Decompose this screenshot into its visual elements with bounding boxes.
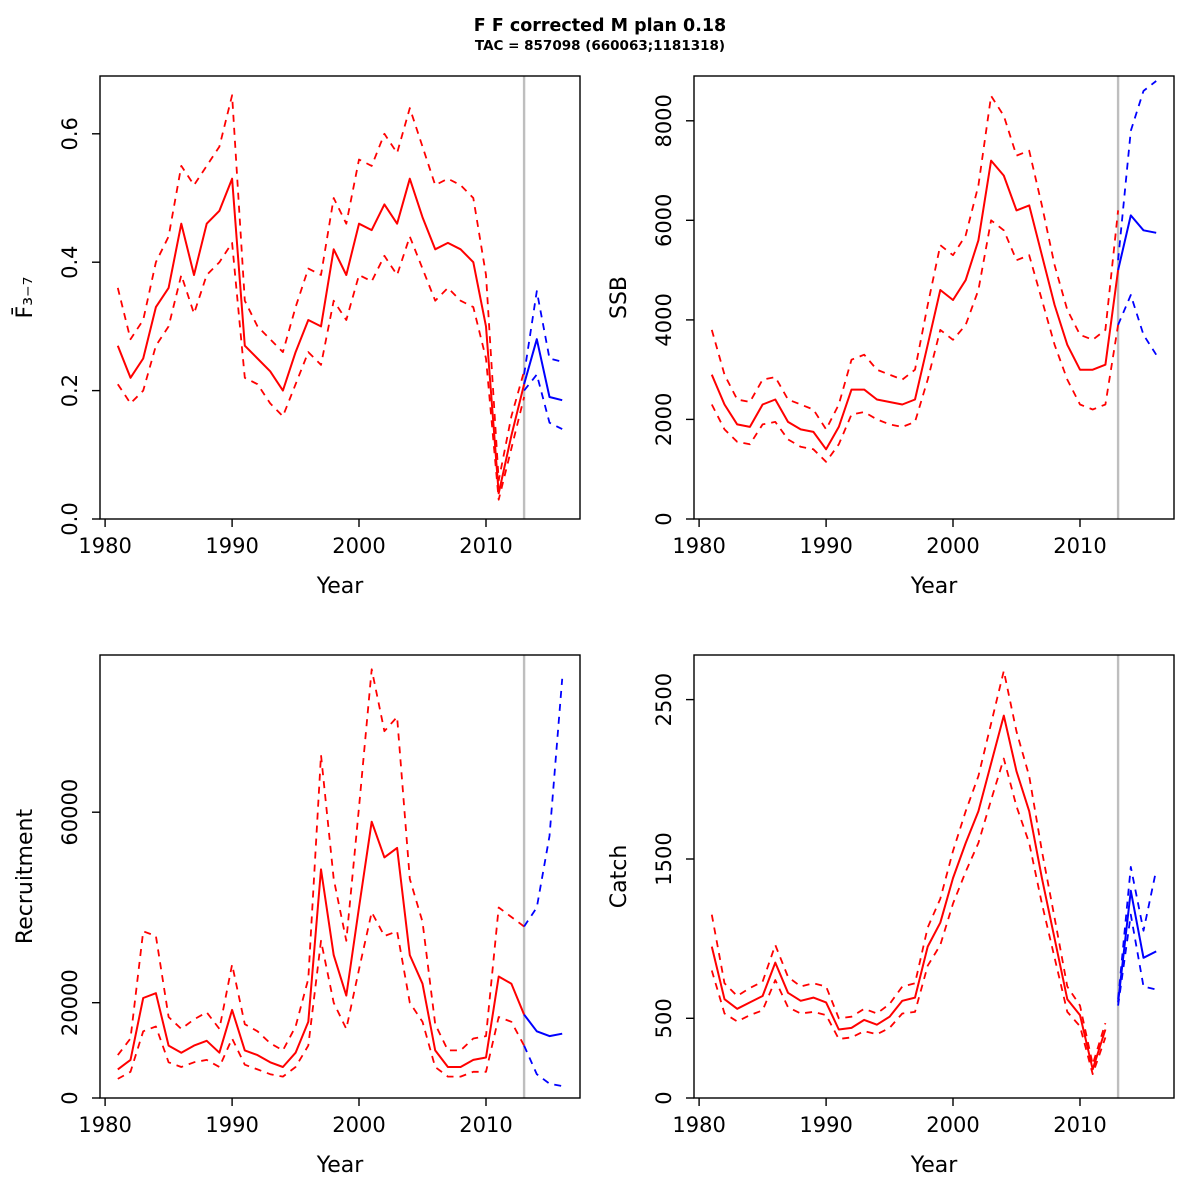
series-ssb-lower-forecast xyxy=(1117,294,1157,356)
charts-grid: 1980 1990 2000 2010 0.0 0.2 0.4 0.6 Year F̄₃₋₇ 19… xyxy=(0,62,1200,1186)
series-fbar-upper-history xyxy=(116,94,525,482)
x-axis-label: Year xyxy=(316,1153,365,1178)
series-recruitment-lower-history xyxy=(117,911,525,1080)
y-axis-label: SSB xyxy=(607,276,632,319)
plot-box xyxy=(693,654,1175,1099)
y-tick-label: 60000 xyxy=(58,779,82,846)
x-tick-label: 1990 xyxy=(205,1113,258,1137)
series-recruitment-median-forecast xyxy=(523,1013,563,1038)
plot-header: F F corrected M plan 0.18 TAC = 857098 (… xyxy=(0,0,1200,62)
x-tick-label: 1990 xyxy=(205,534,258,558)
x-tick-label: 1980 xyxy=(78,1113,131,1137)
plot-box xyxy=(99,654,581,1099)
chart-panel-ssb: 1980 1990 2000 2010 0 2000 4000 6000 8000 Year SSB xyxy=(602,62,1192,607)
y-tick-label: 0.0 xyxy=(58,502,82,535)
y-tick-label: 2500 xyxy=(652,673,676,726)
y-tick-label: 4000 xyxy=(652,293,676,346)
chart-panel-catch: 1980 1990 2000 2010 0 500 1500 2500 Year Catch xyxy=(602,641,1192,1186)
y-tick-label: 20000 xyxy=(58,969,82,1036)
chart-panel-fbar: 1980 1990 2000 2010 0.0 0.2 0.4 0.6 Year F̄₃₋₇ xyxy=(8,62,598,607)
series-recruitment-median-history xyxy=(117,820,526,1071)
x-tick-label: 2000 xyxy=(332,534,385,558)
y-tick-label: 8000 xyxy=(652,94,676,147)
series-fbar-median-history xyxy=(116,177,526,495)
y-tick-label: 0 xyxy=(58,1091,82,1104)
plot-box xyxy=(693,75,1175,520)
x-tick-label: 2000 xyxy=(332,1113,385,1137)
x-tick-label: 2000 xyxy=(926,1113,979,1137)
series-catch-median-forecast xyxy=(1117,889,1157,1003)
x-tick-label: 1980 xyxy=(672,534,725,558)
x-tick-label: 1980 xyxy=(672,1113,725,1137)
plot-box xyxy=(99,75,581,520)
series-ssb-upper-history xyxy=(710,95,1119,431)
y-axis-label: F̄₃₋₇ xyxy=(12,277,38,319)
x-tick-label: 2000 xyxy=(926,534,979,558)
series-fbar-median-forecast xyxy=(523,338,563,402)
series-fbar-upper-forecast xyxy=(523,290,563,375)
chart-panel-recruitment: 1980 1990 2000 2010 0 20000 60000 Year Recruitme… xyxy=(8,641,598,1186)
plot-title: F F corrected M plan 0.18 xyxy=(473,16,727,36)
series-catch-lower-history xyxy=(710,757,1107,1076)
series-recruitment-upper-history xyxy=(117,668,525,1056)
y-tick-label: 500 xyxy=(652,998,676,1038)
series-catch-median-history xyxy=(710,714,1107,1071)
x-tick-label: 2010 xyxy=(459,1113,512,1137)
series-ssb-median-history xyxy=(710,159,1120,451)
y-axis-label: Recruitment xyxy=(13,809,38,945)
series-catch-lower-forecast xyxy=(1117,913,1157,1006)
series-catch-upper-forecast xyxy=(1117,865,1158,1000)
x-axis-label: Year xyxy=(910,574,959,599)
x-tick-label: 2010 xyxy=(1053,1113,1106,1137)
y-tick-label: 1500 xyxy=(652,832,676,885)
fbar-chart: 1980 1990 2000 2010 0.0 0.2 0.4 0.6 Year F̄₃₋₇ xyxy=(12,75,581,599)
series-ssb-lower-history xyxy=(710,219,1119,463)
series-ssb-upper-forecast xyxy=(1117,80,1157,261)
y-tick-label: 2000 xyxy=(652,393,676,446)
recruitment-chart: 1980 1990 2000 2010 0 20000 60000 Year Recruitme… xyxy=(13,654,581,1178)
x-axis-label: Year xyxy=(910,1153,959,1178)
x-tick-label: 1980 xyxy=(78,534,131,558)
series-fbar-lower-history xyxy=(117,235,525,501)
x-axis-label: Year xyxy=(316,574,365,599)
y-tick-label: 6000 xyxy=(652,194,676,247)
x-tick-label: 2010 xyxy=(1053,534,1106,558)
series-recruitment-lower-forecast xyxy=(523,1045,563,1087)
series-catch-upper-history xyxy=(710,669,1107,1066)
x-tick-label: 2010 xyxy=(459,534,512,558)
series-ssb-median-forecast xyxy=(1117,214,1157,271)
x-tick-label: 1990 xyxy=(799,534,852,558)
y-tick-label: 0 xyxy=(652,512,676,525)
y-tick-label: 0.6 xyxy=(58,117,82,150)
y-tick-label: 0 xyxy=(652,1091,676,1104)
x-tick-label: 1990 xyxy=(799,1113,852,1137)
y-axis-label: Catch xyxy=(607,845,632,909)
series-fbar-lower-forecast xyxy=(523,373,563,430)
plot-subtitle: TAC = 857098 (660063;1181318) xyxy=(474,37,726,54)
ssb-chart: 1980 1990 2000 2010 0 2000 4000 6000 8000 Year SSB xyxy=(607,75,1175,599)
y-tick-label: 0.4 xyxy=(58,245,82,278)
series-recruitment-upper-forecast xyxy=(523,678,564,928)
catch-chart: 1980 1990 2000 2010 0 500 1500 2500 Year Catch xyxy=(607,654,1175,1178)
y-tick-label: 0.2 xyxy=(58,374,82,407)
